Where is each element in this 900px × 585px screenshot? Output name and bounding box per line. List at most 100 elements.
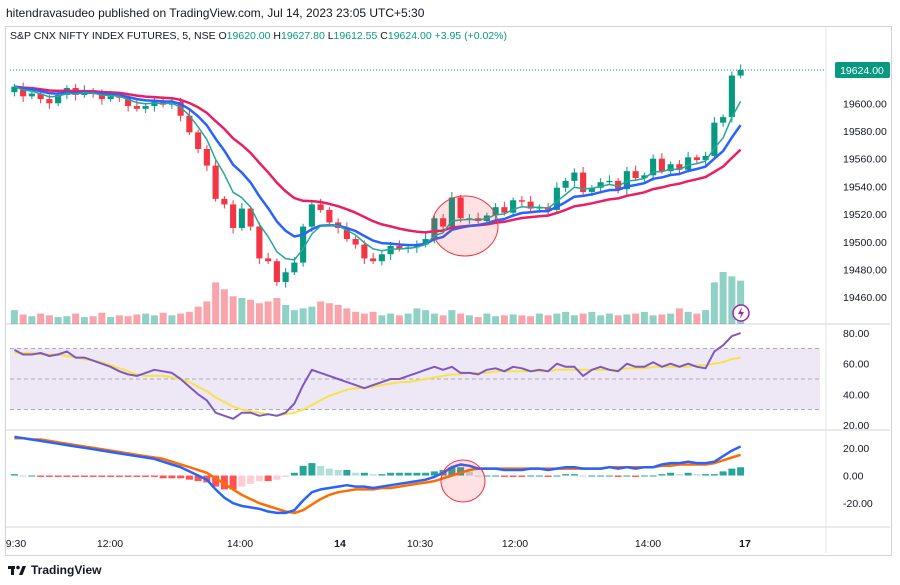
publish-header: hitendravasudeo published on TradingView… — [6, 6, 425, 20]
macd-histogram-bar — [500, 475, 508, 477]
rsi-line — [13, 332, 741, 420]
time-tick-label: 10:30 — [407, 538, 433, 550]
volume-bar — [98, 312, 106, 324]
macd-histogram-bar — [465, 471, 473, 476]
macd-histogram-bar — [728, 468, 736, 476]
volume-bar — [115, 315, 123, 324]
volume-bar — [719, 272, 727, 324]
volume-bar — [194, 306, 202, 324]
candle-body — [203, 148, 210, 166]
candle-body — [107, 96, 114, 100]
time-tick-label: 17 — [739, 538, 751, 550]
candle-body — [387, 245, 394, 255]
macd-histogram-bar — [693, 474, 701, 476]
macd-histogram-bar — [290, 472, 298, 476]
candle-body — [282, 272, 289, 282]
macd-histogram-bar — [422, 472, 430, 476]
volume-bar — [693, 313, 701, 324]
volume-bar — [203, 301, 211, 324]
macd-histogram-bar — [640, 475, 648, 477]
macd-histogram-bar — [343, 470, 351, 476]
macd-histogram-bar — [605, 475, 613, 477]
time-tick-label: 12:00 — [97, 538, 123, 550]
volume-bar — [89, 316, 97, 324]
macd-histogram-bar — [597, 475, 605, 477]
candle-body — [370, 258, 377, 262]
volume-bar — [562, 311, 570, 324]
candle-body — [431, 218, 438, 240]
volume-bar — [150, 315, 158, 324]
footer-brand[interactable]: TradingView — [31, 563, 102, 577]
volume-bar — [667, 313, 675, 324]
candle-body — [693, 157, 700, 161]
macd-histogram-bar — [212, 475, 220, 487]
macd-histogram-bar — [413, 472, 421, 476]
volume-bar — [54, 317, 62, 324]
volume-bar — [518, 315, 526, 324]
volume-bar — [220, 289, 228, 324]
volume-bar — [124, 316, 132, 324]
candle-body — [308, 204, 315, 227]
volume-bar — [492, 316, 500, 324]
change-value: +3.95 (+0.02%) — [434, 30, 507, 42]
macd-histogram-bar — [710, 474, 718, 476]
macd-histogram-bar — [474, 475, 482, 477]
highlight-ellipse-macd — [440, 459, 486, 503]
candle-body — [580, 172, 587, 192]
candle-body — [527, 201, 534, 209]
macd-histogram-bar — [194, 475, 202, 482]
macd-histogram-bar — [168, 475, 176, 479]
macd-histogram-bar — [352, 472, 360, 476]
tradingview-logo-icon — [8, 565, 26, 575]
volume-bar — [457, 313, 465, 324]
candle-body — [212, 165, 219, 199]
volume-bar — [430, 313, 438, 324]
candle-body — [728, 75, 735, 118]
volume-bar — [369, 311, 377, 324]
open-label: O — [218, 30, 227, 42]
macd-histogram-bar — [675, 474, 683, 476]
macd-histogram-bar — [54, 475, 62, 477]
volume-bar — [299, 308, 307, 324]
volume-bar — [325, 303, 333, 324]
volume-bar — [684, 311, 692, 324]
macd-histogram-bar — [395, 472, 403, 476]
candle-body — [352, 239, 359, 245]
volume-bar — [212, 282, 220, 324]
candle-body — [676, 164, 683, 170]
volume-bar — [509, 314, 517, 324]
price-tick-label: 19540.00 — [843, 181, 887, 193]
volume-bar — [19, 314, 27, 324]
candle-body — [422, 239, 429, 245]
volume-bar — [264, 301, 272, 324]
candle-body — [702, 155, 709, 161]
macd-histogram-bar — [483, 475, 491, 477]
candle-body — [230, 204, 237, 228]
volume-bar — [500, 315, 508, 324]
macd-histogram-bar — [37, 475, 45, 477]
macd-histogram-bar — [509, 475, 517, 477]
volume-bar — [10, 310, 18, 324]
macd-histogram-bar — [150, 475, 158, 477]
macd-histogram-bar — [430, 471, 438, 476]
volume-bar — [448, 310, 456, 324]
volume-bar — [290, 310, 298, 324]
macd-histogram-bar — [658, 474, 666, 476]
volume-bar — [378, 315, 386, 324]
macd-histogram-bar — [369, 474, 377, 476]
volume-bar — [702, 310, 710, 324]
volume-bar — [80, 317, 88, 324]
macd-histogram-bar — [588, 475, 596, 477]
symbol-name[interactable]: S&P CNX NIFTY INDEX FUTURES, 5, NSE — [10, 30, 216, 42]
macd-histogram-bar — [72, 475, 80, 477]
volume-bar — [710, 282, 718, 324]
macd-histogram-bar — [334, 470, 342, 476]
candle-body — [28, 93, 35, 97]
macd-histogram-bar — [492, 475, 500, 477]
candle-body — [273, 261, 280, 282]
candle-body — [597, 182, 604, 188]
macd-histogram-bar — [632, 475, 640, 477]
macd-histogram-bar — [142, 475, 150, 477]
high-value: 19627.80 — [280, 30, 325, 42]
